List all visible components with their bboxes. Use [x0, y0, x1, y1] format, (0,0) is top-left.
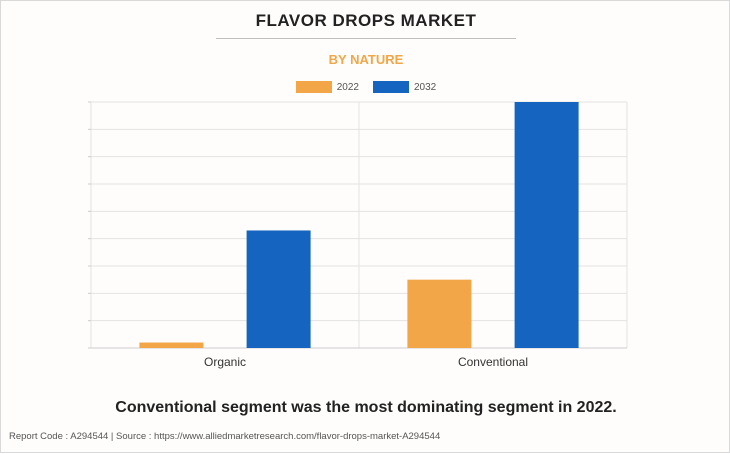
title-divider — [216, 38, 516, 39]
bar-2022-conventional — [407, 279, 472, 348]
chart-title: FLAVOR DROPS MARKET — [255, 11, 477, 30]
legend: 2022 2032 — [1, 81, 730, 93]
bar-2032-organic — [246, 230, 311, 348]
legend-label-2022: 2022 — [336, 81, 359, 93]
chart-subtitle: BY NATURE — [328, 52, 404, 67]
chart-caption: Conventional segment was the most domina… — [115, 399, 617, 416]
footer-source: Report Code : A294544 | Source : https:/… — [9, 431, 441, 442]
x-tick-label-organic: Organic — [204, 355, 246, 369]
legend-item-2032[interactable]: 2032 — [373, 81, 436, 93]
legend-item-2022[interactable]: 2022 — [295, 81, 359, 93]
legend-label-2032: 2032 — [414, 81, 437, 93]
legend-swatch-2032 — [373, 81, 409, 93]
x-tick-label-conventional: Conventional — [458, 355, 528, 369]
bar-2032-conventional — [514, 102, 579, 348]
legend-swatch-2022 — [295, 81, 332, 93]
bar-2022-organic — [139, 342, 204, 348]
